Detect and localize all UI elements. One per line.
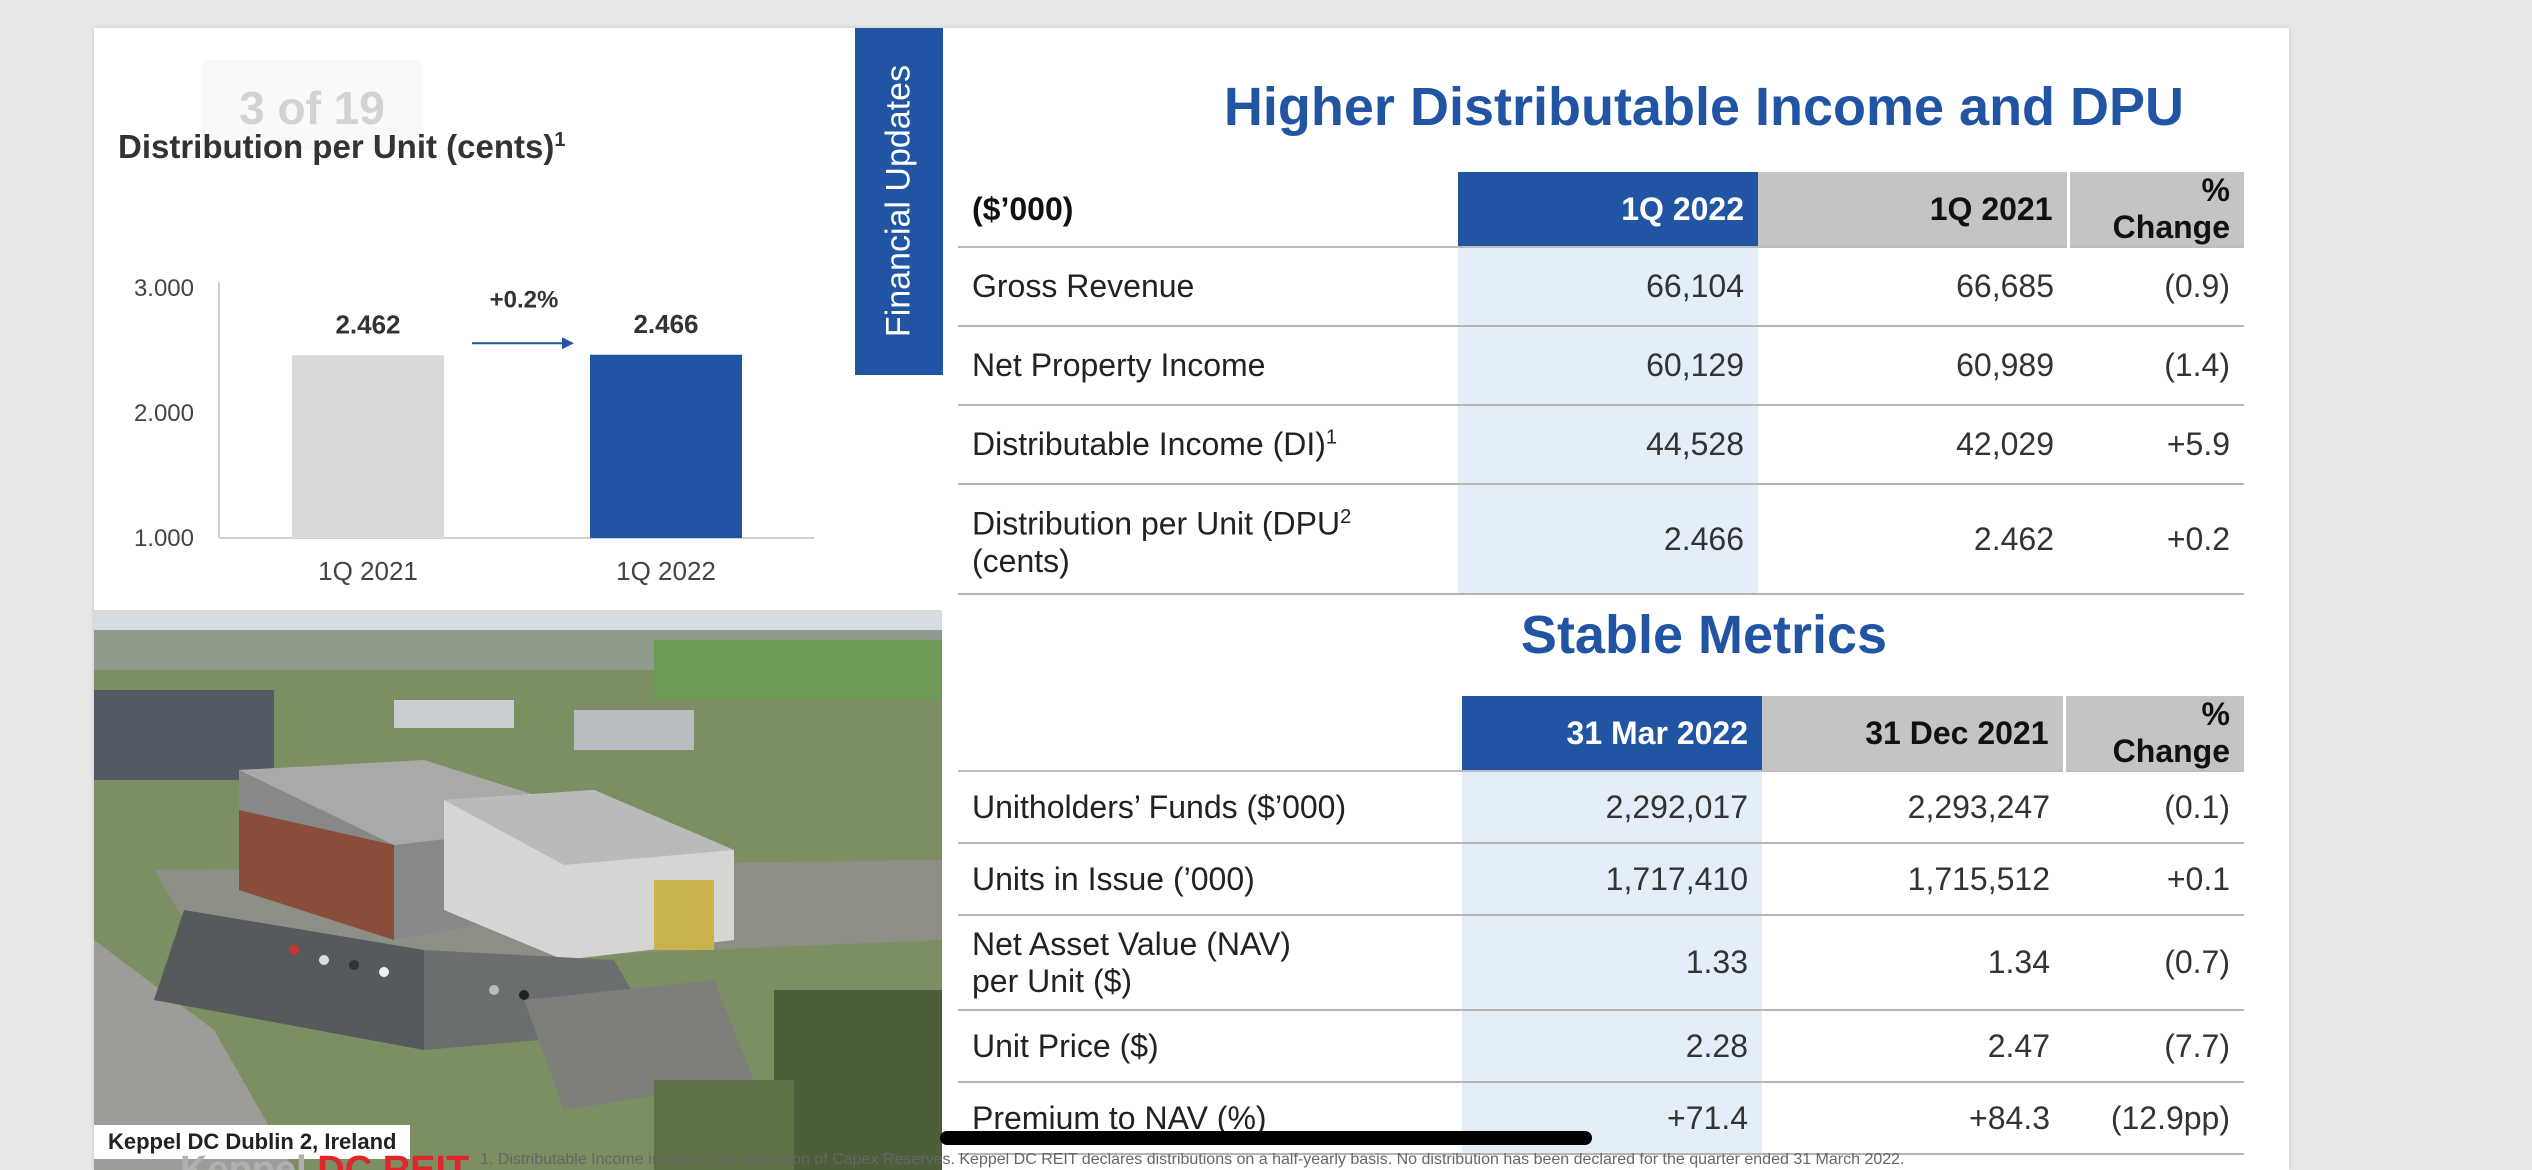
footer: Keppel DC REIT 1. Distributable Income i…: [94, 1153, 2289, 1170]
bar-1q-2021: [292, 355, 444, 538]
data-center-photo: [94, 610, 942, 1170]
y-tick-label: 3.000: [134, 275, 194, 302]
income-heading: Higher Distributable Income and DPU: [1223, 77, 2185, 137]
section-tab: Financial Updates: [855, 28, 943, 375]
footnote: 1. Distributable Income is before the de…: [480, 1153, 1905, 1168]
aerial-photo-illustration: [94, 610, 942, 1170]
metrics-heading: Stable Metrics: [1520, 605, 1888, 665]
chart-title: Distribution per Unit (cents)1: [118, 128, 566, 165]
income-table: ($’000) 1Q 2022 1Q 2021 % Change Gross R…: [958, 172, 2244, 595]
table-row: Distribution per Unit (DPU2 (cents) 2.466…: [958, 484, 2244, 595]
table-row: Unitholders’ Funds ($’000) 2,292,017 2,2…: [958, 771, 2244, 844]
metrics-header-current: 31 Mar 2022: [1462, 696, 1762, 772]
photo-caption: Keppel DC Dublin 2, Ireland: [94, 1125, 411, 1159]
metrics-header-change: % Change: [2064, 696, 2244, 772]
income-header-row: ($’000) 1Q 2022 1Q 2021 % Change: [958, 172, 2244, 248]
table-row: Distributable Income (DI)1 44,528 42,029…: [958, 405, 2244, 485]
slide: 3 of 19 Distribution per Unit (cents)1 1…: [94, 28, 2289, 1170]
table-row: Units in Issue (’000) 1,717,410 1,715,51…: [958, 843, 2244, 916]
income-header-change: % Change: [2068, 172, 2244, 248]
table-row: Unit Price ($) 2.28 2.47 (7.7): [958, 1010, 2244, 1083]
metrics-header-previous: 31 Dec 2021: [1762, 696, 2066, 772]
dpu-bar-chart: 1.000 2.000 3.000 2.462 1Q 2021 2.466 1Q 2022 +…: [134, 275, 814, 586]
change-label: +0.2%: [490, 286, 559, 313]
bar-value-label: 2.462: [335, 309, 400, 339]
income-header-previous: 1Q 2021: [1758, 172, 2070, 248]
income-header-unit: ($’000): [958, 172, 1458, 248]
table-row: Net Asset Value (NAV) per Unit ($) 1.33 1…: [958, 915, 2244, 1011]
table-row: Gross Revenue 66,104 66,685 (0.9): [958, 247, 2244, 327]
bar-value-label: 2.466: [633, 309, 698, 339]
y-tick-label: 1.000: [134, 525, 194, 552]
y-tick-label: 2.000: [134, 400, 194, 427]
change-arrow-head: [562, 337, 574, 350]
keppel-logo: Keppel DC REIT: [180, 1153, 469, 1170]
metrics-table: 31 Mar 2022 31 Dec 2021 % Change Unithol…: [958, 696, 2244, 1155]
page-counter: 3 of 19: [202, 60, 422, 150]
table-row: Net Property Income 60,129 60,989 (1.4): [958, 326, 2244, 406]
x-tick-label: 1Q 2021: [318, 556, 418, 586]
metrics-header-row: 31 Mar 2022 31 Dec 2021 % Change: [958, 696, 2244, 772]
income-header-current: 1Q 2022: [1458, 172, 1758, 248]
bar-1q-2022: [590, 354, 742, 538]
horizontal-scrollbar[interactable]: [940, 1131, 1592, 1145]
metrics-header-blank: [958, 696, 1462, 772]
x-tick-label: 1Q 2022: [616, 556, 716, 586]
